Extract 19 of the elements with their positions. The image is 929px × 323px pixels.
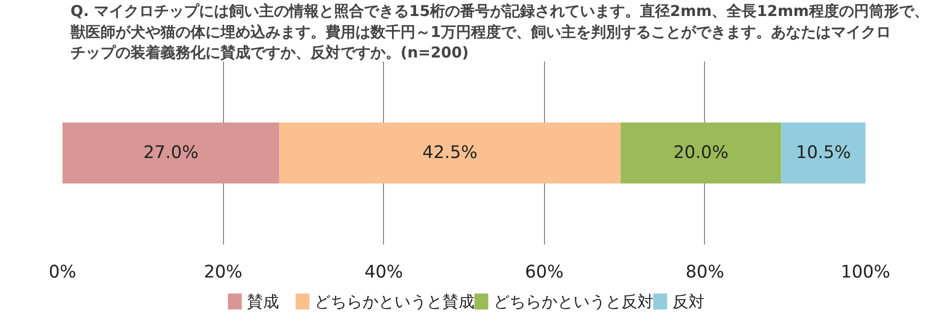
bar (781, 122, 866, 184)
data-label: 20.0% (673, 143, 728, 163)
data-label: 10.5% (796, 143, 851, 163)
x-tick-label: 60% (525, 262, 564, 282)
x-tick-label: 40% (364, 262, 403, 282)
x-tick-label: 20% (204, 262, 242, 282)
data-label: 42.5% (422, 143, 478, 163)
x-tick-label: 0% (48, 262, 76, 282)
bar (620, 122, 782, 184)
x-tick-label: 100% (840, 262, 890, 282)
bar (279, 122, 621, 184)
legend-label: 反対 (672, 292, 704, 311)
legend-label: 賛成 (246, 292, 279, 311)
legend-label: どちらかというと賛成 (314, 292, 475, 311)
bar (62, 122, 280, 184)
data-label: 27.0% (143, 143, 198, 163)
legend-label: どちらかというと反対 (494, 292, 654, 311)
chart-title: Q. マイクロチップには飼い主の情報と照合できる15桁の番号が記録されています。直径2mm、全長12mm程度の円筒形で、獣医師が犬や猫の体に埋め込みます。費用は数千円～1万円程度で、飼い主を判別することができます。あなたはマイクロチップの装着義務化に賛成ですか、反対ですか。(n=200) (70, 2, 929, 62)
x-tick-label: 80% (686, 262, 724, 282)
